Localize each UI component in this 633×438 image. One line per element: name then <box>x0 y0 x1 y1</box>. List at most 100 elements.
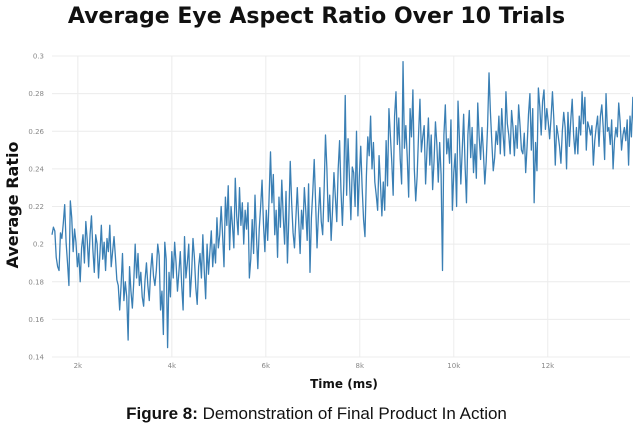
data-point <box>388 108 389 109</box>
data-point <box>177 291 178 292</box>
data-point <box>377 210 378 211</box>
data-point <box>261 180 262 181</box>
data-point <box>340 191 341 192</box>
data-point <box>355 206 356 207</box>
data-point <box>503 134 504 135</box>
data-point <box>518 104 519 105</box>
data-point <box>216 217 217 218</box>
data-point <box>521 149 522 150</box>
data-point <box>593 165 594 166</box>
data-point <box>474 144 475 145</box>
data-point <box>601 104 602 105</box>
data-point <box>463 114 464 115</box>
data-point <box>302 228 303 229</box>
y-axis-label: Average Ratio <box>3 142 22 269</box>
data-point <box>206 244 207 245</box>
data-point <box>362 187 363 188</box>
data-point <box>614 140 615 141</box>
data-point <box>429 165 430 166</box>
data-point <box>307 240 308 241</box>
data-point <box>71 217 72 218</box>
data-point <box>359 176 360 177</box>
data-point <box>257 268 258 269</box>
data-point <box>192 238 193 239</box>
data-point <box>353 172 354 173</box>
data-point <box>178 272 179 273</box>
data-point <box>122 253 123 254</box>
data-point <box>631 136 632 137</box>
data-point <box>218 247 219 248</box>
data-point <box>534 202 535 203</box>
data-point <box>472 127 473 128</box>
data-point <box>194 257 195 258</box>
data-point <box>132 307 133 308</box>
data-point <box>105 270 106 271</box>
data-point <box>259 228 260 229</box>
figure-caption: Figure 8: Demonstration of Final Product… <box>0 404 633 424</box>
data-point <box>414 168 415 169</box>
data-point <box>156 270 157 271</box>
data-point <box>101 225 102 226</box>
data-point <box>58 270 59 271</box>
data-point <box>164 242 165 243</box>
data-point <box>464 165 465 166</box>
data-point <box>446 153 447 154</box>
data-point <box>493 170 494 171</box>
data-point <box>249 277 250 278</box>
data-point <box>166 259 167 260</box>
data-point <box>92 249 93 250</box>
data-point <box>360 146 361 147</box>
data-point <box>398 117 399 118</box>
data-point <box>331 240 332 241</box>
data-point <box>376 195 377 196</box>
data-point <box>283 215 284 216</box>
data-point <box>88 266 89 267</box>
data-point <box>559 146 560 147</box>
data-point <box>569 146 570 147</box>
data-point <box>63 223 64 224</box>
data-point <box>56 257 57 258</box>
data-point <box>342 225 343 226</box>
data-point <box>417 176 418 177</box>
data-point <box>54 230 55 231</box>
data-point <box>98 277 99 278</box>
data-point <box>587 121 588 122</box>
data-point <box>515 125 516 126</box>
data-point <box>322 234 323 235</box>
data-point <box>335 196 336 197</box>
data-point <box>381 215 382 216</box>
data-point <box>99 253 100 254</box>
data-point <box>304 187 305 188</box>
data-point <box>600 116 601 117</box>
data-point <box>68 285 69 286</box>
data-point <box>480 159 481 160</box>
data-point <box>319 187 320 188</box>
data-point <box>271 202 272 203</box>
data-point <box>486 161 487 162</box>
data-point <box>80 281 81 282</box>
data-point <box>421 151 422 152</box>
x-axis-ticks: 2k 4k 6k 8k 10k 12k <box>74 362 556 370</box>
data-point <box>552 91 553 92</box>
data-point <box>198 266 199 267</box>
data-point <box>370 116 371 117</box>
data-point <box>415 200 416 201</box>
data-point <box>233 247 234 248</box>
data-point <box>190 296 191 297</box>
data-point <box>81 247 82 248</box>
data-point <box>219 234 220 235</box>
data-point <box>497 144 498 145</box>
data-point <box>419 99 420 100</box>
data-point <box>343 183 344 184</box>
data-point <box>610 144 611 145</box>
data-point <box>276 210 277 211</box>
data-point <box>297 187 298 188</box>
data-point <box>144 279 145 280</box>
data-point <box>363 219 364 220</box>
y-tick-label: 0.18 <box>28 278 44 286</box>
data-point <box>323 191 324 192</box>
data-point <box>579 116 580 117</box>
data-point <box>576 127 577 128</box>
data-point <box>284 244 285 245</box>
data-point <box>495 131 496 132</box>
